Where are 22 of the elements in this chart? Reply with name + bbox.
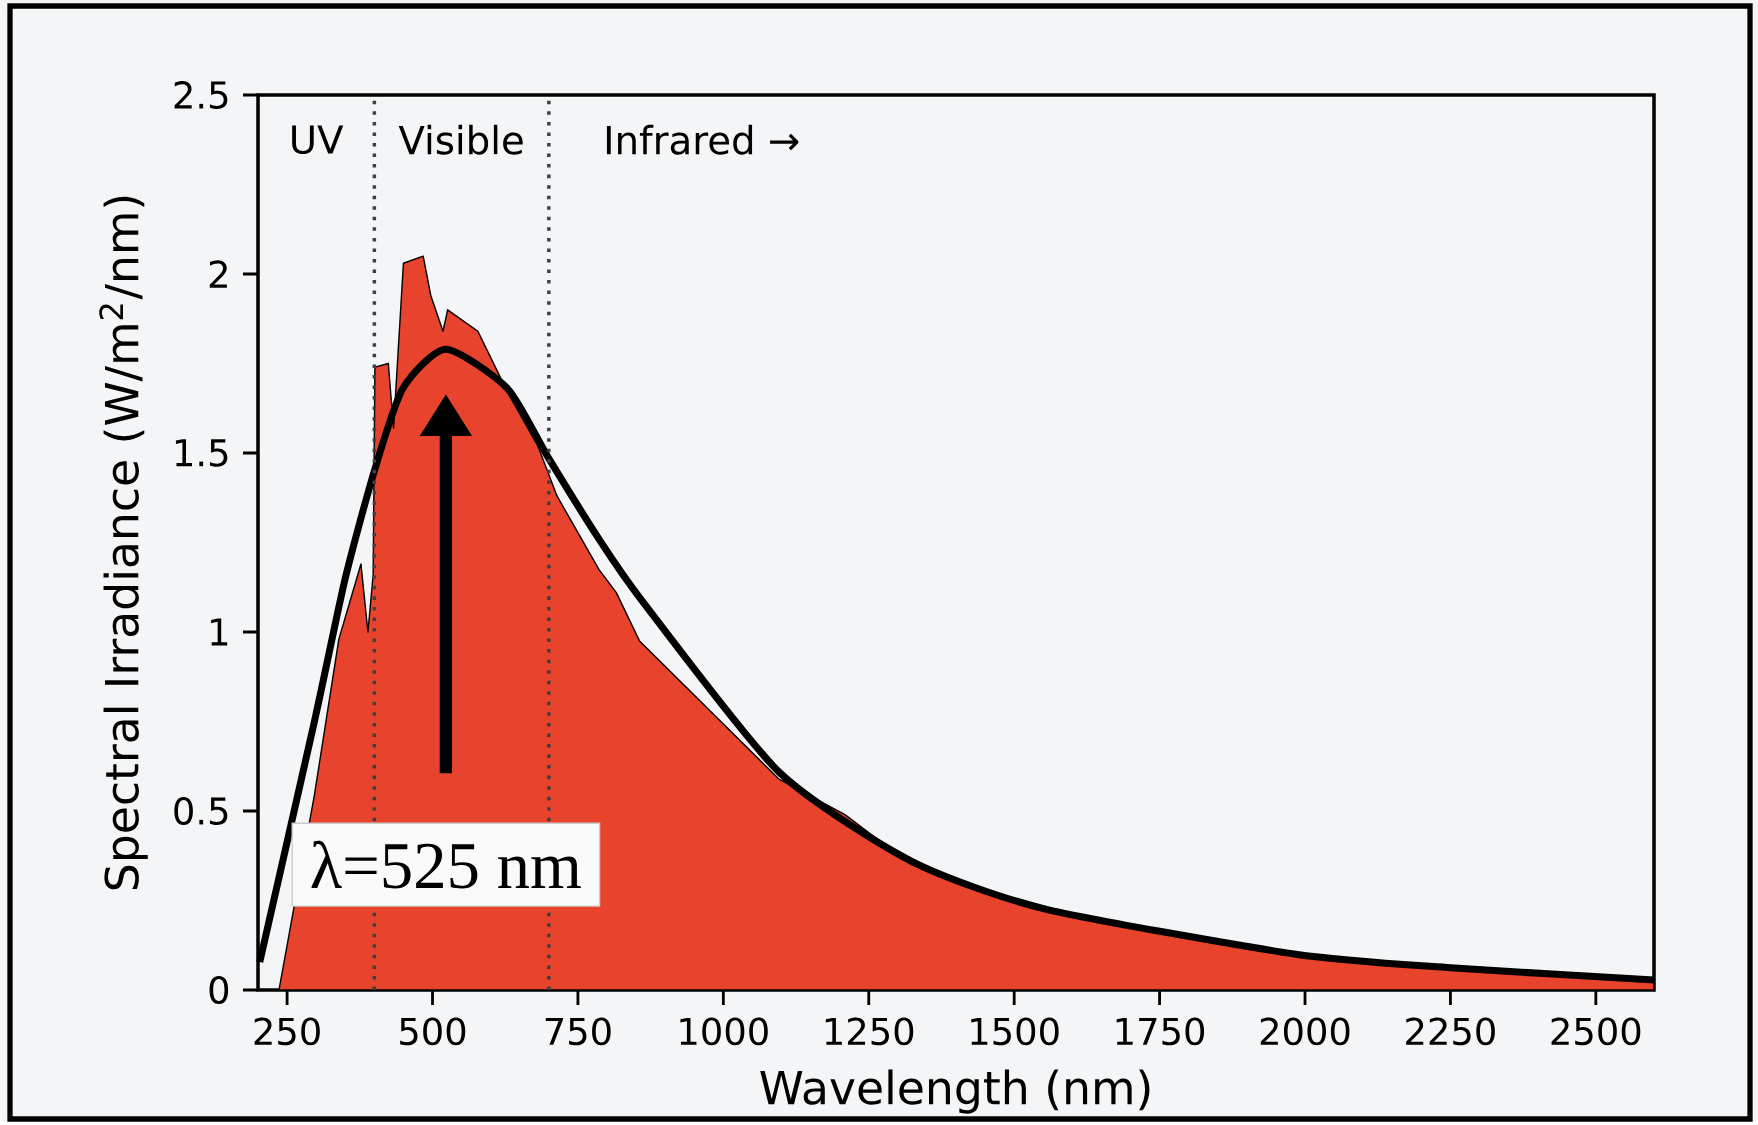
x-tick-label: 1750 <box>1116 1017 1205 1046</box>
y-tick-label: 1 <box>211 618 228 646</box>
x-tick-label: 1250 <box>825 1017 914 1046</box>
x-tick-label: 2000 <box>1260 1017 1350 1046</box>
x-tick-label: 500 <box>400 1017 466 1046</box>
x-tick-label: 250 <box>254 1017 320 1046</box>
y-axis-title: Spectral Irradiance (W/m$^{2}$/nm) <box>99 196 148 890</box>
y-tick-label: 2.5 <box>174 80 228 109</box>
y-tick-label: 0.5 <box>174 796 228 825</box>
x-tick-label: 750 <box>545 1017 611 1046</box>
annotation: λ=525 nm <box>311 840 581 889</box>
x-tick-label: 2500 <box>1551 1017 1641 1046</box>
x-tick-label: 2250 <box>1406 1017 1495 1046</box>
x-axis-title: Wavelength (nm) <box>760 1069 1150 1114</box>
x-tick-label: 1000 <box>680 1017 768 1046</box>
y-tick-label: 1.5 <box>175 439 228 467</box>
annotation: UV <box>292 125 344 154</box>
annotation: Infrared → <box>606 124 799 155</box>
annotation: Visible <box>398 124 523 155</box>
y-tick-label: 0 <box>209 975 229 1004</box>
y-tick-label: 2 <box>209 260 227 288</box>
x-tick-label: 1500 <box>971 1017 1059 1046</box>
